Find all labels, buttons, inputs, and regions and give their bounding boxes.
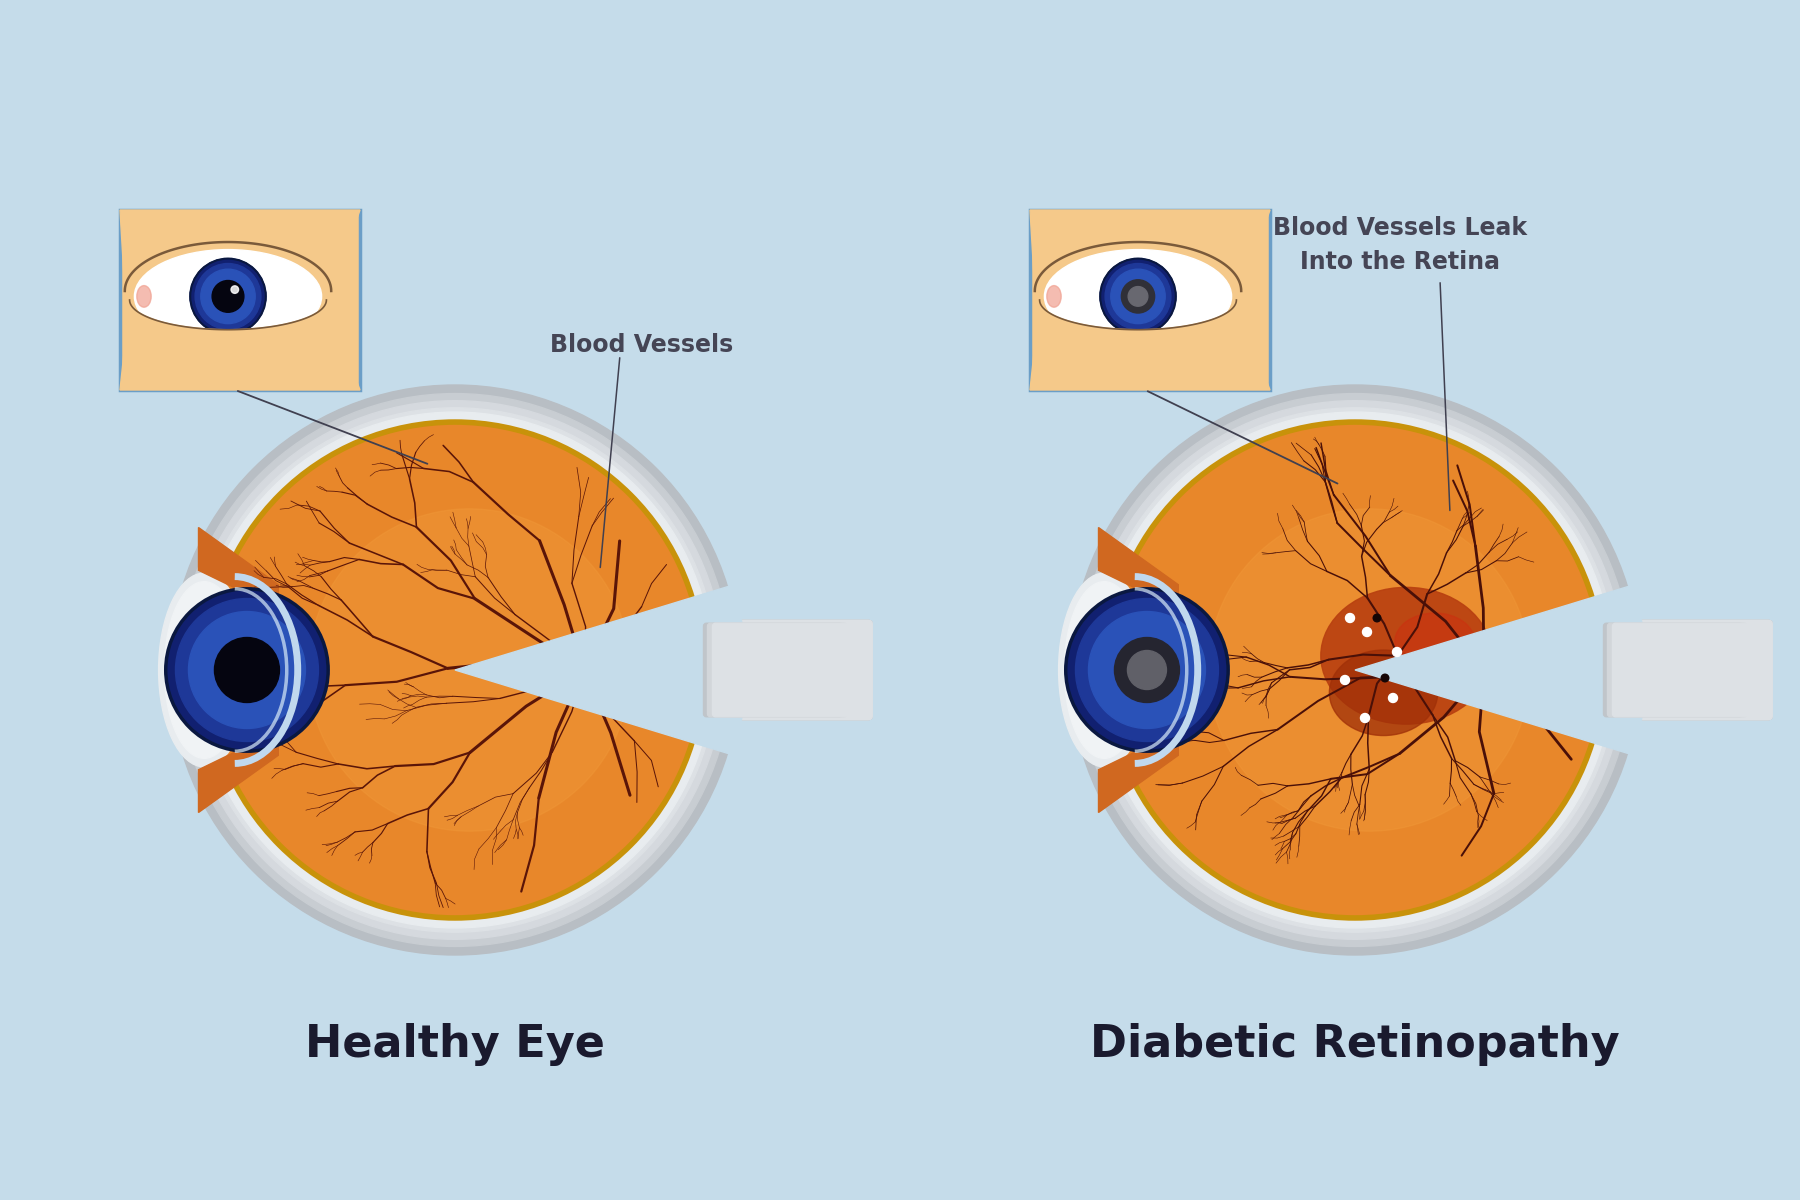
Ellipse shape [1048, 286, 1062, 307]
Circle shape [1107, 422, 1604, 918]
Circle shape [214, 637, 279, 702]
Wedge shape [455, 586, 745, 755]
Text: Blood Vessels Leak
Into the Retina: Blood Vessels Leak Into the Retina [1273, 216, 1526, 274]
FancyBboxPatch shape [1607, 623, 1746, 716]
Polygon shape [198, 528, 279, 610]
FancyBboxPatch shape [715, 620, 873, 720]
FancyBboxPatch shape [707, 623, 846, 716]
Ellipse shape [1330, 650, 1438, 736]
Ellipse shape [164, 582, 245, 758]
Circle shape [1129, 287, 1148, 306]
Circle shape [194, 264, 261, 329]
Ellipse shape [1166, 622, 1192, 719]
Polygon shape [121, 210, 360, 290]
Circle shape [1114, 637, 1179, 702]
FancyBboxPatch shape [1613, 623, 1751, 716]
Circle shape [1089, 612, 1206, 728]
Circle shape [1111, 269, 1165, 324]
FancyBboxPatch shape [704, 623, 842, 716]
Circle shape [212, 281, 243, 312]
Circle shape [308, 509, 630, 832]
FancyBboxPatch shape [1607, 620, 1773, 720]
Ellipse shape [135, 250, 322, 343]
Circle shape [1078, 394, 1631, 947]
Ellipse shape [1395, 613, 1474, 670]
Circle shape [1066, 589, 1228, 751]
Circle shape [202, 269, 256, 324]
Circle shape [1096, 412, 1613, 928]
Circle shape [189, 612, 306, 728]
FancyBboxPatch shape [709, 620, 873, 720]
Circle shape [1393, 648, 1402, 656]
Circle shape [1381, 674, 1390, 682]
Circle shape [185, 401, 724, 940]
FancyBboxPatch shape [713, 623, 851, 716]
Circle shape [1361, 714, 1370, 722]
FancyBboxPatch shape [1609, 620, 1773, 720]
Circle shape [193, 408, 716, 932]
Circle shape [1121, 280, 1154, 313]
Text: Diabetic Retinopathy: Diabetic Retinopathy [1091, 1024, 1620, 1067]
Circle shape [230, 286, 239, 293]
Polygon shape [1030, 300, 1271, 390]
Circle shape [1208, 509, 1530, 832]
Circle shape [1069, 385, 1640, 955]
Text: Blood Vessels: Blood Vessels [551, 332, 733, 356]
FancyBboxPatch shape [707, 620, 873, 720]
Circle shape [191, 259, 266, 334]
Ellipse shape [158, 574, 250, 767]
FancyBboxPatch shape [711, 620, 873, 720]
Ellipse shape [1154, 611, 1197, 728]
FancyBboxPatch shape [1611, 620, 1773, 720]
Circle shape [1341, 676, 1350, 684]
Ellipse shape [137, 286, 151, 307]
Circle shape [196, 412, 713, 928]
Circle shape [1093, 408, 1616, 932]
Polygon shape [121, 300, 360, 390]
Circle shape [1105, 264, 1170, 329]
Circle shape [1346, 613, 1354, 623]
Circle shape [178, 394, 731, 947]
Ellipse shape [1064, 582, 1145, 758]
Ellipse shape [1044, 250, 1231, 343]
Circle shape [1100, 259, 1175, 334]
Circle shape [1085, 401, 1624, 940]
Polygon shape [1030, 210, 1271, 290]
Circle shape [1373, 614, 1381, 622]
Polygon shape [198, 731, 279, 812]
Ellipse shape [254, 611, 297, 728]
Circle shape [1388, 694, 1397, 702]
Circle shape [1075, 599, 1219, 742]
FancyBboxPatch shape [1615, 620, 1773, 720]
FancyBboxPatch shape [1604, 623, 1742, 716]
Text: Healthy Eye: Healthy Eye [304, 1024, 605, 1067]
Ellipse shape [266, 622, 292, 719]
Wedge shape [1355, 586, 1645, 755]
Ellipse shape [1321, 587, 1492, 724]
Circle shape [207, 422, 704, 918]
Circle shape [175, 599, 319, 742]
FancyBboxPatch shape [1030, 210, 1271, 390]
Ellipse shape [1058, 574, 1150, 767]
Circle shape [166, 589, 328, 751]
Polygon shape [1098, 731, 1179, 812]
Circle shape [1127, 650, 1166, 690]
Polygon shape [1098, 528, 1179, 610]
Circle shape [1363, 628, 1372, 636]
Circle shape [169, 385, 740, 955]
FancyBboxPatch shape [121, 210, 360, 390]
